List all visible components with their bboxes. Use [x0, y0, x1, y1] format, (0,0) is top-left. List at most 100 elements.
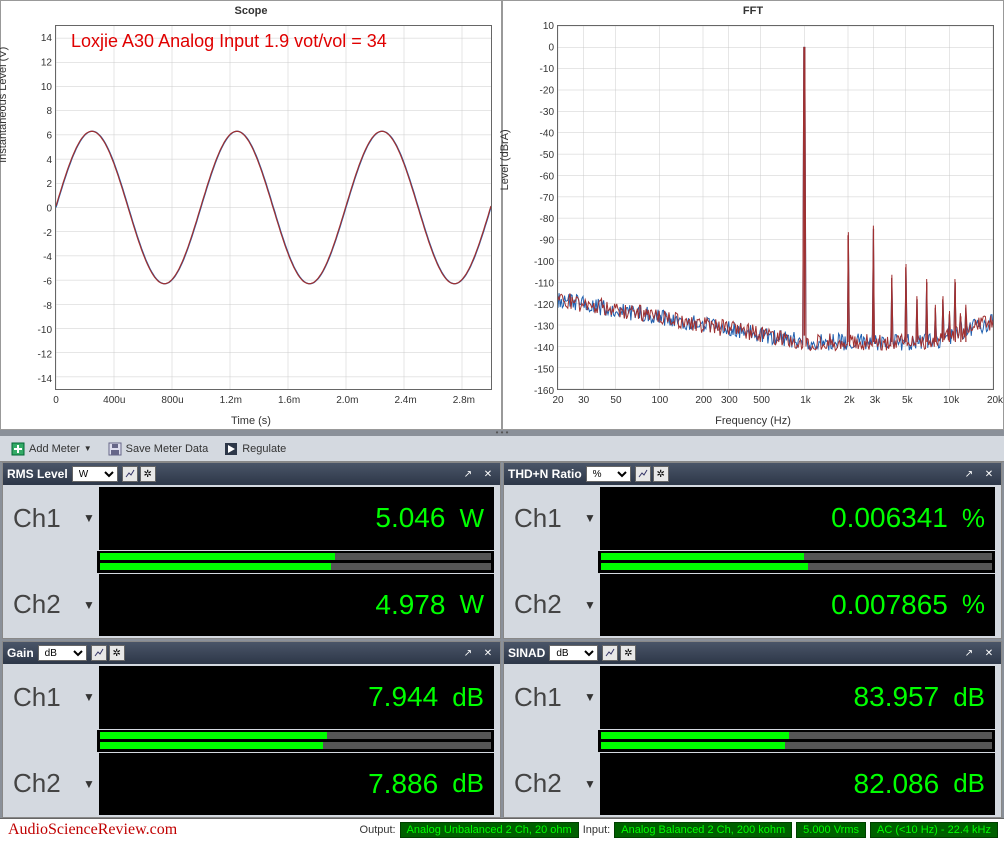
popout-icon[interactable]: ↗	[961, 466, 977, 482]
chevron-down-icon[interactable]: ▼	[81, 487, 97, 550]
svg-text:800u: 800u	[161, 395, 183, 406]
svg-text:50: 50	[610, 395, 622, 406]
gain-title: Gain	[7, 646, 34, 660]
svg-text:-10: -10	[38, 325, 53, 336]
chevron-down-icon[interactable]: ▼	[582, 666, 598, 729]
gain-unit-select[interactable]: dB	[38, 645, 87, 661]
svg-text:4: 4	[46, 155, 52, 166]
svg-text:10k: 10k	[943, 395, 960, 406]
add-meter-button[interactable]: Add Meter ▼	[4, 439, 99, 459]
rms-ch2-value: 4.978	[375, 589, 445, 621]
svg-text:8: 8	[46, 106, 52, 117]
thdn-ch2-label: Ch2	[510, 574, 580, 637]
close-icon[interactable]: ✕	[981, 466, 997, 482]
thdn-ch1-value-box: 0.006341 %	[600, 487, 995, 550]
close-icon[interactable]: ✕	[480, 466, 496, 482]
scope-panel: Scope Loxjie A30 Analog Input 1.9 vot/vo…	[0, 0, 502, 430]
graph-icon[interactable]	[122, 466, 138, 482]
svg-text:-80: -80	[540, 214, 555, 225]
scope-annotation: Loxjie A30 Analog Input 1.9 vot/vol = 34	[71, 31, 387, 52]
svg-text:2: 2	[46, 179, 52, 190]
save-icon	[108, 442, 122, 456]
gain-ch2-value-box: 7.886 dB	[99, 753, 494, 816]
thdn-ch2-value-box: 0.007865 %	[600, 574, 995, 637]
svg-text:3k: 3k	[870, 395, 882, 406]
chevron-down-icon[interactable]: ▼	[81, 666, 97, 729]
gain-header: Gain dB ✲ ↗ ✕	[3, 642, 500, 664]
chevron-down-icon[interactable]: ▼	[582, 487, 598, 550]
svg-text:1.2m: 1.2m	[220, 395, 242, 406]
regulate-button[interactable]: Regulate	[217, 439, 293, 459]
gain-ch1-label: Ch1	[9, 666, 79, 729]
thdn-unit-select[interactable]: %	[586, 466, 631, 482]
gain-bars	[97, 730, 494, 752]
chevron-down-icon[interactable]: ▼	[81, 753, 97, 816]
rms-ch2-bar	[100, 563, 331, 570]
svg-text:1.6m: 1.6m	[278, 395, 300, 406]
thdn-ch1-value: 0.006341	[831, 502, 948, 534]
svg-text:-8: -8	[43, 301, 52, 312]
rms-unit-select[interactable]: W	[72, 466, 118, 482]
svg-text:-100: -100	[534, 257, 554, 268]
thdn-ch2-bar	[601, 563, 808, 570]
add-meter-label: Add Meter	[29, 443, 80, 455]
popout-icon[interactable]: ↗	[460, 466, 476, 482]
scope-chart-area[interactable]	[55, 25, 492, 390]
play-icon	[224, 442, 238, 456]
svg-text:2.8m: 2.8m	[453, 395, 475, 406]
gain-ch2-label: Ch2	[9, 753, 79, 816]
popout-icon[interactable]: ↗	[460, 645, 476, 661]
output-badge[interactable]: Analog Unbalanced 2 Ch, 20 ohm	[400, 822, 579, 838]
brand-label: AudioScienceReview.com	[0, 821, 185, 839]
gear-icon[interactable]: ✲	[620, 645, 636, 661]
popout-icon[interactable]: ↗	[961, 645, 977, 661]
svg-text:-12: -12	[38, 350, 53, 361]
svg-text:5k: 5k	[902, 395, 914, 406]
chevron-down-icon[interactable]: ▼	[582, 753, 598, 816]
svg-text:100: 100	[651, 395, 668, 406]
rms-header: RMS Level W ✲ ↗ ✕	[3, 463, 500, 485]
graph-icon[interactable]	[635, 466, 651, 482]
gear-icon[interactable]: ✲	[140, 466, 156, 482]
sinad-unit-select[interactable]: dB	[549, 645, 598, 661]
gear-icon[interactable]: ✲	[653, 466, 669, 482]
svg-text:2k: 2k	[844, 395, 856, 406]
gear-icon[interactable]: ✲	[109, 645, 125, 661]
svg-text:-60: -60	[540, 171, 555, 182]
chevron-down-icon[interactable]: ▼	[582, 574, 598, 637]
gain-ch1-row: Ch1 ▼ 7.944 dB	[9, 666, 494, 729]
chevron-down-icon[interactable]: ▼	[81, 574, 97, 637]
graph-icon[interactable]	[91, 645, 107, 661]
thdn-ch1-bar	[601, 553, 804, 560]
svg-text:10: 10	[41, 82, 53, 93]
sinad-title: SINAD	[508, 646, 545, 660]
bw-badge[interactable]: AC (<10 Hz) - 22.4 kHz	[870, 822, 998, 838]
rms-ch2-unit: W	[459, 589, 484, 620]
fft-chart-area[interactable]	[557, 25, 994, 390]
svg-text:400u: 400u	[103, 395, 125, 406]
thdn-ch1-label: Ch1	[510, 487, 580, 550]
close-icon[interactable]: ✕	[981, 645, 997, 661]
rms-ch2-label: Ch2	[9, 574, 79, 637]
svg-text:2.0m: 2.0m	[336, 395, 358, 406]
sinad-ch1-unit: dB	[953, 682, 985, 713]
svg-text:-6: -6	[43, 277, 52, 288]
rms-ch2-value-box: 4.978 W	[99, 574, 494, 637]
fft-title: FFT	[507, 5, 999, 17]
gain-ch1-bar	[100, 732, 327, 739]
svg-text:-90: -90	[540, 236, 555, 247]
gain-meter-panel: Gain dB ✲ ↗ ✕ Ch1 ▼ 7.944 dB	[2, 641, 501, 818]
svg-text:-2: -2	[43, 228, 52, 239]
sinad-ch1-bar	[601, 732, 789, 739]
thdn-bars	[598, 551, 995, 573]
thdn-header: THD+N Ratio % ✲ ↗ ✕	[504, 463, 1001, 485]
vrms-badge[interactable]: 5.000 Vrms	[796, 822, 866, 838]
svg-text:-50: -50	[540, 150, 555, 161]
close-icon[interactable]: ✕	[480, 645, 496, 661]
save-meter-button[interactable]: Save Meter Data	[101, 439, 216, 459]
input-badge[interactable]: Analog Balanced 2 Ch, 200 kohm	[614, 822, 792, 838]
svg-text:20k: 20k	[987, 395, 1003, 406]
chevron-down-icon: ▼	[84, 444, 92, 453]
thdn-ch2-value: 0.007865	[831, 589, 948, 621]
graph-icon[interactable]	[602, 645, 618, 661]
